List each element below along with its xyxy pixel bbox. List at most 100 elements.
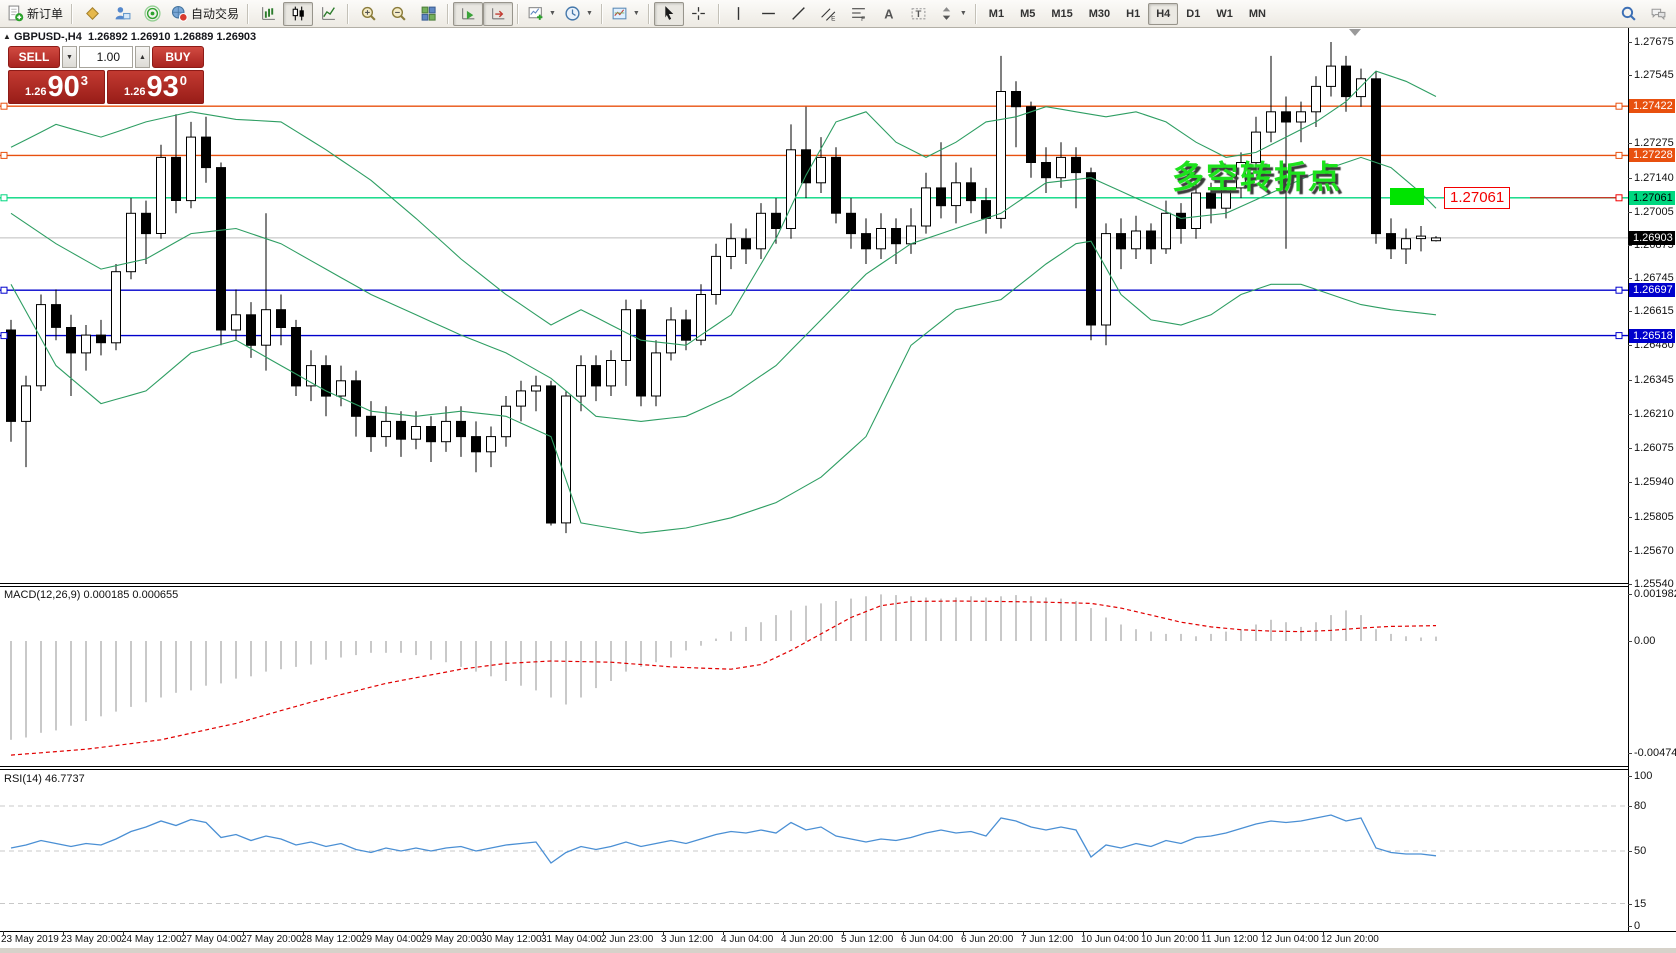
macd-histogram-bar: [985, 597, 987, 641]
macd-histogram-bar: [745, 626, 747, 641]
profiles-button[interactable]: [107, 2, 137, 26]
line-handle[interactable]: [1615, 332, 1623, 340]
buy-button[interactable]: BUY: [152, 46, 204, 68]
timeframe-m5-button[interactable]: M5: [1020, 7, 1036, 20]
sell-button[interactable]: SELL: [8, 46, 60, 68]
candle-body: [561, 395, 571, 524]
line-handle[interactable]: [0, 151, 8, 159]
line-handle[interactable]: [0, 194, 8, 202]
line-handle[interactable]: [0, 332, 8, 340]
line-handle[interactable]: [0, 286, 8, 294]
search-button[interactable]: [1613, 2, 1643, 26]
volume-input[interactable]: 1.00: [79, 46, 133, 68]
trade-panel-collapse-icon[interactable]: ▲: [3, 32, 11, 41]
auto-scroll-button[interactable]: [453, 1, 484, 26]
line-handle[interactable]: [1615, 286, 1623, 294]
line-handle[interactable]: [1615, 151, 1623, 159]
line-chart-icon: [320, 5, 337, 22]
macd-histogram-bar: [235, 641, 237, 679]
rsi-line: [10, 814, 1437, 864]
tile-windows-button[interactable]: [413, 2, 443, 26]
timeframe-mn-button[interactable]: MN: [1248, 7, 1266, 20]
macd-histogram-bar: [1105, 617, 1107, 641]
fibonacci-button[interactable]: F: [844, 2, 874, 26]
vertical-line-button[interactable]: [724, 2, 754, 26]
timeframe-w1-button[interactable]: W1: [1216, 7, 1233, 20]
indicators-button[interactable]: ▼: [523, 2, 560, 26]
time-tick-label: 27 May 04:00: [181, 934, 242, 945]
new-order-button[interactable]: 新订单: [3, 2, 67, 26]
line-handle[interactable]: [1615, 102, 1623, 110]
fibo-icon: F: [850, 5, 867, 22]
cursor-button[interactable]: [653, 1, 684, 26]
zoom-in-button[interactable]: [353, 2, 383, 26]
volume-down-button[interactable]: ▼: [62, 46, 77, 68]
time-tick-label: 12 Jun 20:00: [1321, 934, 1379, 945]
macd-histogram-bar: [595, 641, 597, 689]
time-axis[interactable]: 23 May 2019 23 May 20:00 24 May 12:00 27 Ma…: [0, 931, 1676, 949]
indicators-icon: [527, 5, 544, 22]
timeframe-h1-button[interactable]: H1: [1126, 7, 1141, 20]
candles-view-button[interactable]: [283, 1, 314, 26]
toolbar-separator: [600, 3, 603, 24]
callout-anchor[interactable]: [1615, 194, 1623, 202]
timeframe-m1-button[interactable]: M1: [988, 7, 1005, 20]
sell-price-button[interactable]: 1.26 90 3: [8, 70, 105, 104]
chevron-down-icon[interactable]: ▼: [549, 10, 556, 17]
time-tick-mark: [843, 931, 844, 935]
volume-up-button[interactable]: ▲: [135, 46, 150, 68]
macd-histogram-bar: [865, 596, 867, 641]
chart-shift-marker-icon[interactable]: [1349, 29, 1361, 36]
timeframe-h4-button[interactable]: H4: [1148, 2, 1179, 25]
market-cube-button[interactable]: [77, 2, 107, 26]
chevron-down-icon[interactable]: ▼: [585, 10, 593, 17]
templates-button[interactable]: ▼: [607, 2, 644, 26]
svg-text:F: F: [862, 16, 866, 22]
text-label-button[interactable]: T: [904, 2, 934, 26]
community-chat-button[interactable]: [1643, 2, 1673, 26]
pane-separator[interactable]: [0, 766, 1628, 767]
candle-body: [6, 329, 16, 422]
candle-body: [1431, 237, 1441, 242]
line-view-button[interactable]: [313, 2, 343, 26]
chat-icon: [1650, 5, 1667, 22]
bollinger-lower-band: [10, 240, 1437, 534]
horizontal-line-button[interactable]: [754, 2, 784, 26]
candle-body: [1386, 233, 1396, 250]
pane-separator[interactable]: [0, 769, 1628, 770]
chevron-down-icon[interactable]: ▼: [632, 10, 640, 17]
candle-body: [336, 380, 346, 397]
annotation-highlight-box[interactable]: [1390, 188, 1424, 205]
timeframe-m30-button[interactable]: M30: [1088, 7, 1111, 20]
chart-annotation-text[interactable]: 多空转折点: [1172, 159, 1343, 195]
periods-button[interactable]: ▼: [560, 2, 597, 26]
chart-shift-icon: [490, 5, 507, 22]
text-button[interactable]: A: [874, 2, 904, 26]
price-callout-label[interactable]: 1.27061: [1444, 186, 1511, 209]
rsi-pane-label: RSI(14) 46.7737: [4, 773, 85, 785]
time-tick-mark: [3, 931, 4, 935]
macd-histogram-bar: [910, 596, 912, 641]
crosshair-button[interactable]: [684, 2, 714, 26]
chevron-down-icon[interactable]: ▼: [959, 10, 967, 17]
candle-body: [996, 91, 1006, 219]
equidistant-channel-button[interactable]: E: [814, 2, 844, 26]
macd-histogram-bar: [610, 641, 612, 681]
candle-body: [741, 238, 751, 250]
macd-tick-mark: [1628, 594, 1632, 596]
timeframe-d1-button[interactable]: D1: [1186, 7, 1201, 20]
line-handle[interactable]: [0, 102, 8, 110]
autotrading-button[interactable]: 自动交易: [167, 2, 243, 26]
bars-view-button[interactable]: [253, 2, 283, 26]
signals-button[interactable]: [137, 2, 167, 26]
price-axis[interactable]: 1.27675 1.27545 1.27275 1.27140 1.27005 1.268…: [1628, 28, 1676, 948]
timeframe-m15-button[interactable]: M15: [1051, 7, 1073, 20]
zoom-out-button[interactable]: [383, 2, 413, 26]
buy-price-button[interactable]: 1.26 93 0: [107, 70, 204, 104]
arrows-button[interactable]: ▼: [934, 2, 971, 26]
pane-separator[interactable]: [0, 586, 1628, 587]
trendline-button[interactable]: [784, 2, 814, 26]
chart-shift-button[interactable]: [483, 1, 514, 26]
pane-separator[interactable]: [0, 583, 1628, 584]
